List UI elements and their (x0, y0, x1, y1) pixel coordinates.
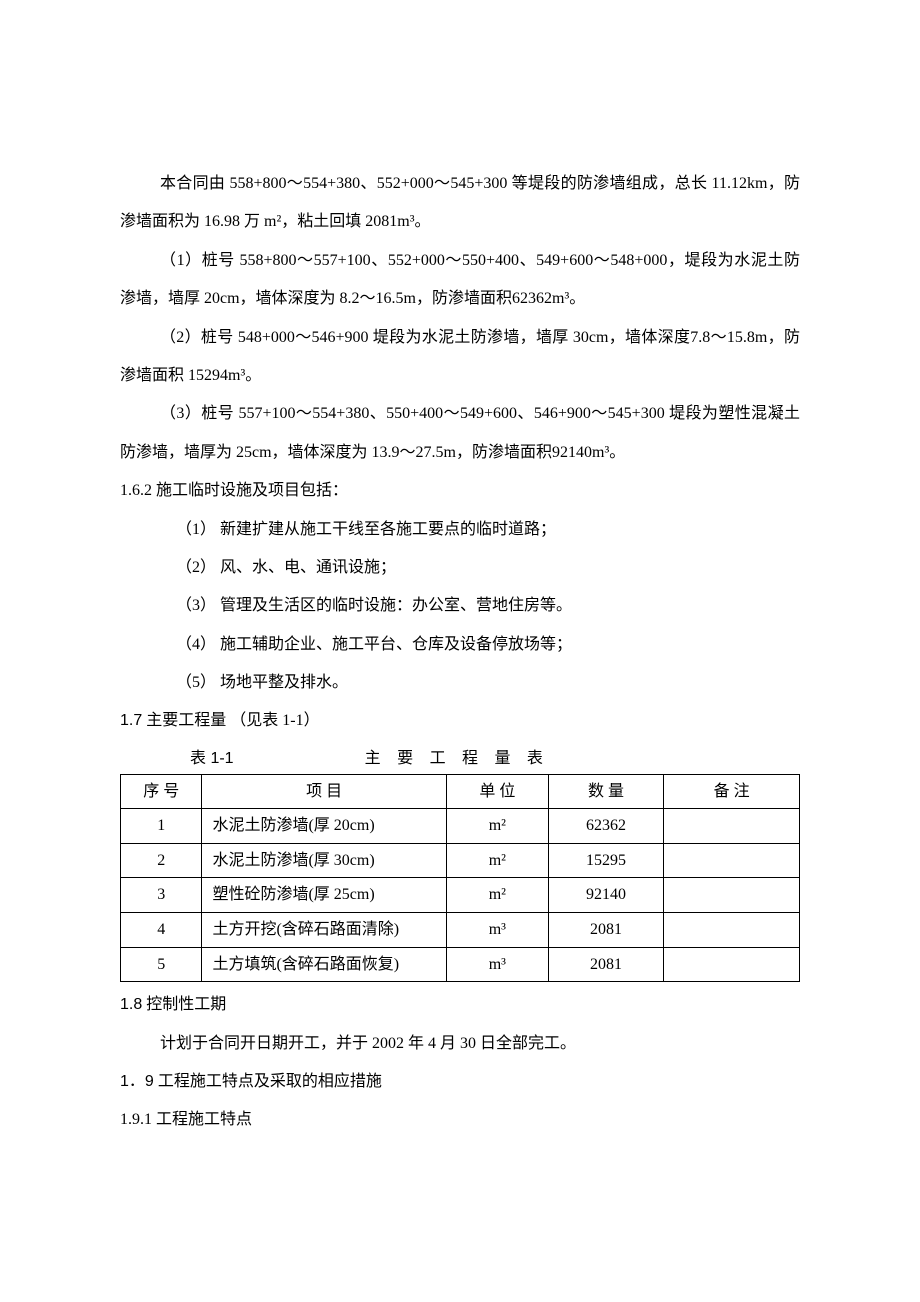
table-cell (664, 809, 800, 844)
col-header: 序 号 (121, 774, 202, 809)
table-cell: m² (446, 809, 548, 844)
heading-1-8: 1.8 控制性工期 (120, 986, 800, 1024)
table-caption-row: 表 1-1 主 要 工 程 量 表 (120, 745, 800, 774)
col-header: 备 注 (664, 774, 800, 809)
quantity-table: 序 号 项 目 单 位 数 量 备 注 1水泥土防渗墙(厚 20cm)m²623… (120, 774, 800, 983)
heading-title: 控制性工期 (146, 996, 226, 1013)
heading-number: 1.8 (120, 996, 142, 1013)
table-cell (664, 843, 800, 878)
table-label: 表 1-1 (120, 745, 234, 774)
table-body: 1水泥土防渗墙(厚 20cm)m²623622水泥土防渗墙(厚 30cm)m²1… (121, 809, 800, 982)
heading-tail: （见表 1-1） (230, 712, 319, 729)
heading-title: 工程施工特点及采取的相应措施 (158, 1073, 382, 1090)
table-cell: m³ (446, 947, 548, 982)
table-title: 主 要 工 程 量 表 (234, 745, 800, 774)
table-cell: 15295 (548, 843, 663, 878)
list-item: （5） 场地平整及排水。 (120, 664, 800, 702)
table-cell (664, 947, 800, 982)
heading-1-7: 1.7 主要工程量 （见表 1-1） (120, 702, 800, 740)
table-cell: 2 (121, 843, 202, 878)
heading-number: 1．9 (120, 1073, 154, 1090)
table-cell: 水泥土防渗墙(厚 30cm) (202, 843, 446, 878)
table-cell: 土方填筑(含碎石路面恢复) (202, 947, 446, 982)
table-cell: 1 (121, 809, 202, 844)
heading-1-9: 1．9 工程施工特点及采取的相应措施 (120, 1063, 800, 1101)
table-row: 1水泥土防渗墙(厚 20cm)m²62362 (121, 809, 800, 844)
table-cell: 62362 (548, 809, 663, 844)
paragraph-2: （2）桩号 548+000～546+900 堤段为水泥土防渗墙，墙厚 30cm，… (120, 319, 800, 396)
heading-1-6-2: 1.6.2 施工临时设施及项目包括： (120, 472, 800, 510)
paragraph-intro: 本合同由 558+800～554+380、552+000～545+300 等堤段… (120, 165, 800, 242)
list-item: （4） 施工辅助企业、施工平台、仓库及设备停放场等； (120, 626, 800, 664)
paragraph-1: （1）桩号 558+800～557+100、552+000～550+400、54… (120, 242, 800, 319)
table-cell (664, 913, 800, 948)
col-header: 项 目 (202, 774, 446, 809)
table-cell: 92140 (548, 878, 663, 913)
paragraph-3: （3）桩号 557+100～554+380、550+400～549+600、54… (120, 395, 800, 472)
heading-title: 主要工程量 (146, 712, 226, 729)
table-row: 2水泥土防渗墙(厚 30cm)m²15295 (121, 843, 800, 878)
table-cell: m² (446, 878, 548, 913)
table-cell: 土方开挖(含碎石路面清除) (202, 913, 446, 948)
table-cell: 塑性砼防渗墙(厚 25cm) (202, 878, 446, 913)
heading-number: 1.7 (120, 712, 142, 729)
table-cell: 5 (121, 947, 202, 982)
col-header: 单 位 (446, 774, 548, 809)
table-cell: m² (446, 843, 548, 878)
table-cell (664, 878, 800, 913)
table-cell: 4 (121, 913, 202, 948)
table-row: 4土方开挖(含碎石路面清除)m³2081 (121, 913, 800, 948)
table-cell: 水泥土防渗墙(厚 20cm) (202, 809, 446, 844)
table-cell: 2081 (548, 913, 663, 948)
col-header: 数 量 (548, 774, 663, 809)
table-row: 5土方填筑(含碎石路面恢复)m³2081 (121, 947, 800, 982)
list-item: （1） 新建扩建从施工干线至各施工要点的临时道路； (120, 511, 800, 549)
table-cell: 2081 (548, 947, 663, 982)
table-row: 3塑性砼防渗墙(厚 25cm)m²92140 (121, 878, 800, 913)
paragraph-1-8: 计划于合同开日期开工，并于 2002 年 4 月 30 日全部完工。 (120, 1025, 800, 1063)
document-page: 本合同由 558+800～554+380、552+000～545+300 等堤段… (0, 0, 920, 1302)
table-cell: m³ (446, 913, 548, 948)
heading-1-9-1: 1.9.1 工程施工特点 (120, 1101, 800, 1139)
table-cell: 3 (121, 878, 202, 913)
table-header-row: 序 号 项 目 单 位 数 量 备 注 (121, 774, 800, 809)
list-item: （2） 风、水、电、通讯设施； (120, 549, 800, 587)
list-item: （3） 管理及生活区的临时设施：办公室、营地住房等。 (120, 587, 800, 625)
